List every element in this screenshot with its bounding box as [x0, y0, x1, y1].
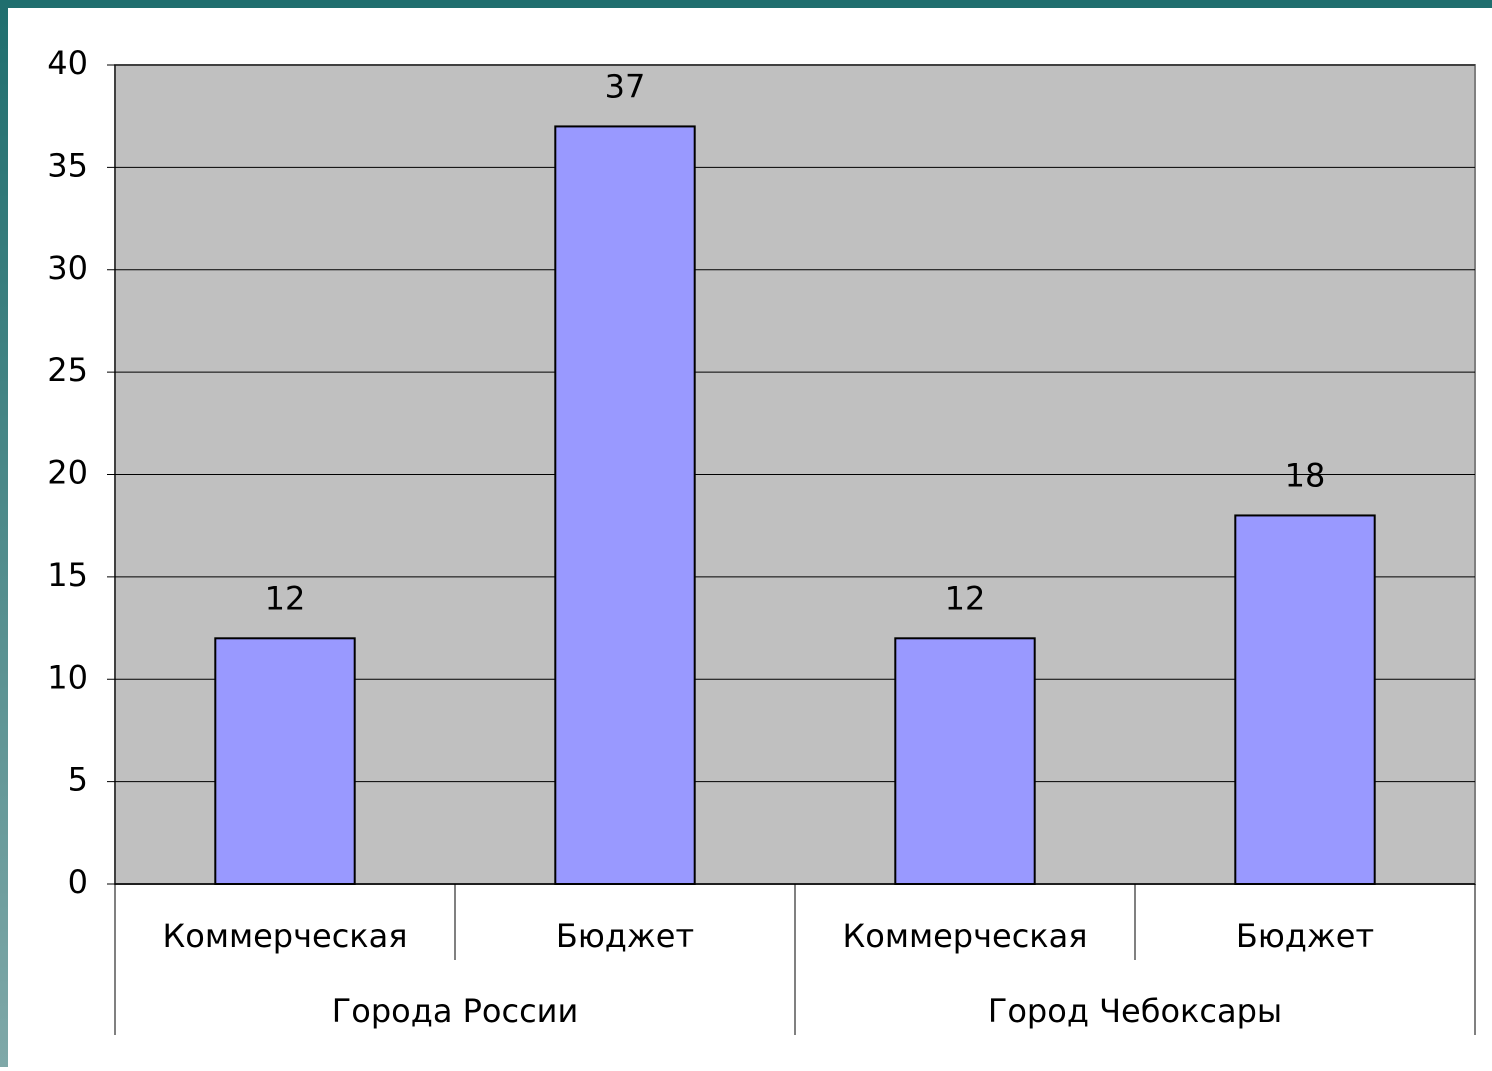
y-tick-label: 30 — [47, 249, 88, 287]
y-tick-label: 40 — [47, 44, 88, 82]
bar — [214, 637, 356, 885]
x-tick-label: Коммерческая — [163, 917, 408, 955]
y-tick-label: 35 — [47, 146, 88, 184]
x-tick-label: Бюджет — [1236, 917, 1374, 955]
bar — [554, 125, 696, 886]
y-tick-label: 20 — [47, 454, 88, 492]
y-tick-label: 10 — [47, 658, 88, 696]
y-tick-label: 15 — [47, 556, 88, 594]
data-label: 37 — [605, 67, 646, 105]
x-tick-label: Коммерческая — [843, 917, 1088, 955]
y-tick-label: 0 — [68, 863, 88, 901]
y-tick-label: 25 — [47, 351, 88, 389]
y-tick-label: 5 — [68, 761, 88, 799]
data-label: 12 — [945, 579, 986, 617]
group-label: Города России — [332, 992, 579, 1030]
x-tick-label: Бюджет — [556, 917, 694, 955]
bar — [1234, 514, 1376, 885]
group-label: Город Чебоксары — [988, 992, 1282, 1030]
bar — [894, 637, 1036, 885]
data-label: 12 — [265, 579, 306, 617]
data-label: 18 — [1285, 456, 1326, 494]
